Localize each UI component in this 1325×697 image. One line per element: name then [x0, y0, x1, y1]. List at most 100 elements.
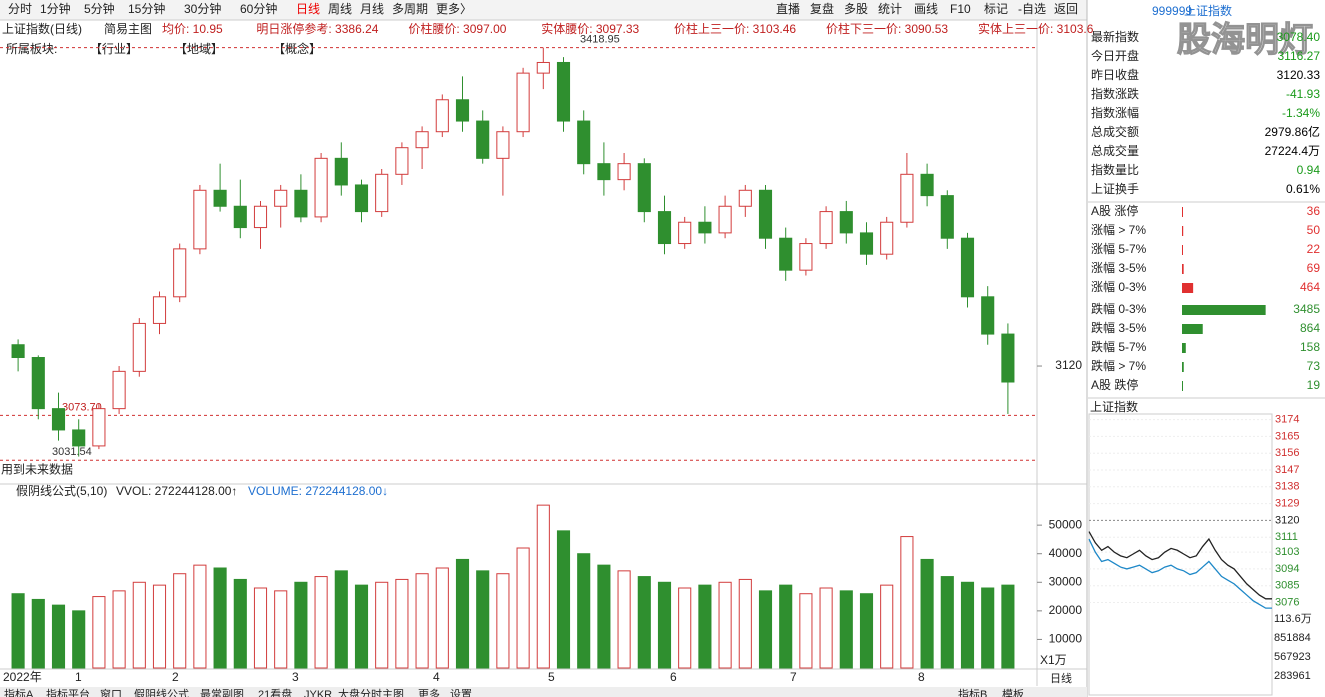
unit: X1万 [1040, 653, 1067, 667]
toolbar-button[interactable]: 画线 [914, 2, 938, 16]
tab[interactable]: 1分钟 [40, 1, 71, 16]
volume-bar [920, 558, 934, 669]
candle-body [516, 72, 530, 133]
menu[interactable]: 简易主图 [104, 22, 152, 36]
toolbar-button[interactable]: 统计 [878, 2, 902, 16]
bottom-tab[interactable]: 设置 [450, 688, 472, 697]
bottom-bar [0, 687, 1087, 697]
toolbar-button[interactable]: 复盘 [810, 1, 834, 16]
bottom-tab[interactable]: 窗口 [100, 687, 122, 697]
candle-body [960, 237, 975, 298]
volume-bar [274, 590, 288, 669]
candle-body [496, 131, 510, 159]
bottom-tab[interactable]: 指标A [4, 687, 34, 697]
volume-bar [516, 547, 530, 669]
volume-bar [253, 587, 268, 669]
mini-tick-label: 3120 [1275, 514, 1299, 526]
tab[interactable]: 15分钟 [128, 1, 165, 16]
volume-bar [880, 584, 894, 669]
candle-body [556, 61, 571, 122]
dist-bar [1182, 264, 1184, 274]
mini-tick-label: 3138 [1275, 481, 1299, 493]
volume-bar [1001, 584, 1015, 669]
tab[interactable]: 周线 [328, 2, 352, 16]
bottom-tab[interactable]: 最常副图 [200, 688, 244, 697]
dist-count: 73 [1307, 359, 1321, 373]
bottom-tab[interactable]: 模板 [1002, 687, 1024, 697]
candle-body [395, 147, 409, 175]
volume-bar [496, 573, 510, 669]
quote-value: 27224.4万 [1265, 144, 1320, 158]
candle-body [354, 184, 369, 213]
toolbar-button[interactable]: F10 [950, 2, 971, 16]
volume-bar [294, 581, 308, 669]
sector-label: 所属板块: [6, 42, 57, 56]
mini-line [1088, 538, 1272, 609]
tab[interactable]: 5分钟 [84, 1, 115, 16]
toolbar-button[interactable]: 标记 [984, 2, 1008, 16]
candle-body [920, 173, 934, 197]
bottom-tab[interactable]: 大盘分时主图 [338, 687, 404, 697]
volume-bar [132, 581, 146, 669]
candle-body [738, 189, 752, 207]
candle-body [859, 232, 874, 255]
candle-body [132, 322, 146, 372]
tab[interactable]: 分时 [8, 2, 32, 16]
bottom-tab[interactable]: JYKR [304, 689, 332, 697]
candle-body [718, 205, 732, 234]
sector-tag[interactable]: 【概念】 [273, 41, 321, 56]
tab[interactable]: 30分钟 [184, 1, 221, 16]
dist-count: 36 [1307, 204, 1321, 218]
mini-vol-label: 851884 [1274, 632, 1311, 644]
candle-body [657, 211, 672, 245]
volume-name: 假阴线公式(5,10) [16, 484, 107, 498]
volume-bar [152, 584, 167, 669]
bottom-tab[interactable]: 日线 [1050, 671, 1072, 685]
toolbar-button[interactable]: -自选 [1018, 2, 1046, 16]
dist-bar [1182, 362, 1184, 372]
dist-label: A股 跌停 [1091, 377, 1138, 392]
month-label: 1 [75, 670, 82, 684]
bottom-tab[interactable]: 假阴线公式 [134, 687, 189, 697]
bottom-tab[interactable]: 21看盘 [258, 687, 292, 697]
volume-bar [354, 584, 369, 669]
tab[interactable]: 更多〉 [436, 2, 472, 16]
candle-body [152, 296, 167, 324]
tab[interactable]: 月线 [360, 2, 384, 16]
candle-body [294, 189, 308, 218]
toolbar-button[interactable]: 直播 [776, 2, 800, 16]
candle-body [637, 163, 651, 213]
volume-bar [536, 504, 550, 669]
candle-body [213, 189, 227, 207]
month-label: 7 [790, 670, 797, 684]
sector-tag[interactable]: 【行业】 [90, 42, 138, 56]
toolbar-button[interactable]: 返回 [1054, 2, 1078, 16]
dist-count: 3485 [1293, 302, 1320, 316]
candle-body [253, 205, 268, 229]
volume-bar [173, 573, 187, 669]
annotation: 3418.95 [580, 34, 620, 46]
tab[interactable]: 60分钟 [240, 1, 277, 16]
dist-count: 50 [1307, 223, 1321, 237]
volume-bar [617, 570, 631, 669]
toolbar-button[interactable]: 多股 [844, 2, 868, 16]
candle-body [274, 189, 288, 207]
tab[interactable]: 日线 [296, 2, 320, 16]
dist-count: 19 [1307, 378, 1321, 392]
tab[interactable]: 多周期 [392, 2, 428, 16]
mini-vol-label: 113.6万 [1274, 613, 1312, 625]
candle-body [31, 357, 45, 410]
y-tick-label: 10000 [1049, 632, 1083, 646]
quote-value: 3078.40 [1277, 30, 1321, 44]
candle-body [799, 243, 813, 271]
volume-bar [233, 578, 247, 669]
bottom-tab[interactable]: 更多 [418, 687, 440, 697]
bottom-tab[interactable]: 指标平台 [46, 687, 90, 697]
dist-label: 跌幅 5-7% [1091, 339, 1147, 354]
volume-bar [556, 530, 571, 669]
sector-tag[interactable]: 【地域】 [175, 42, 223, 56]
volume-bar [31, 598, 45, 669]
dist-bar [1182, 305, 1266, 315]
bottom-tab[interactable]: 指标B [958, 687, 987, 697]
quote-value: 3116.27 [1278, 49, 1321, 63]
